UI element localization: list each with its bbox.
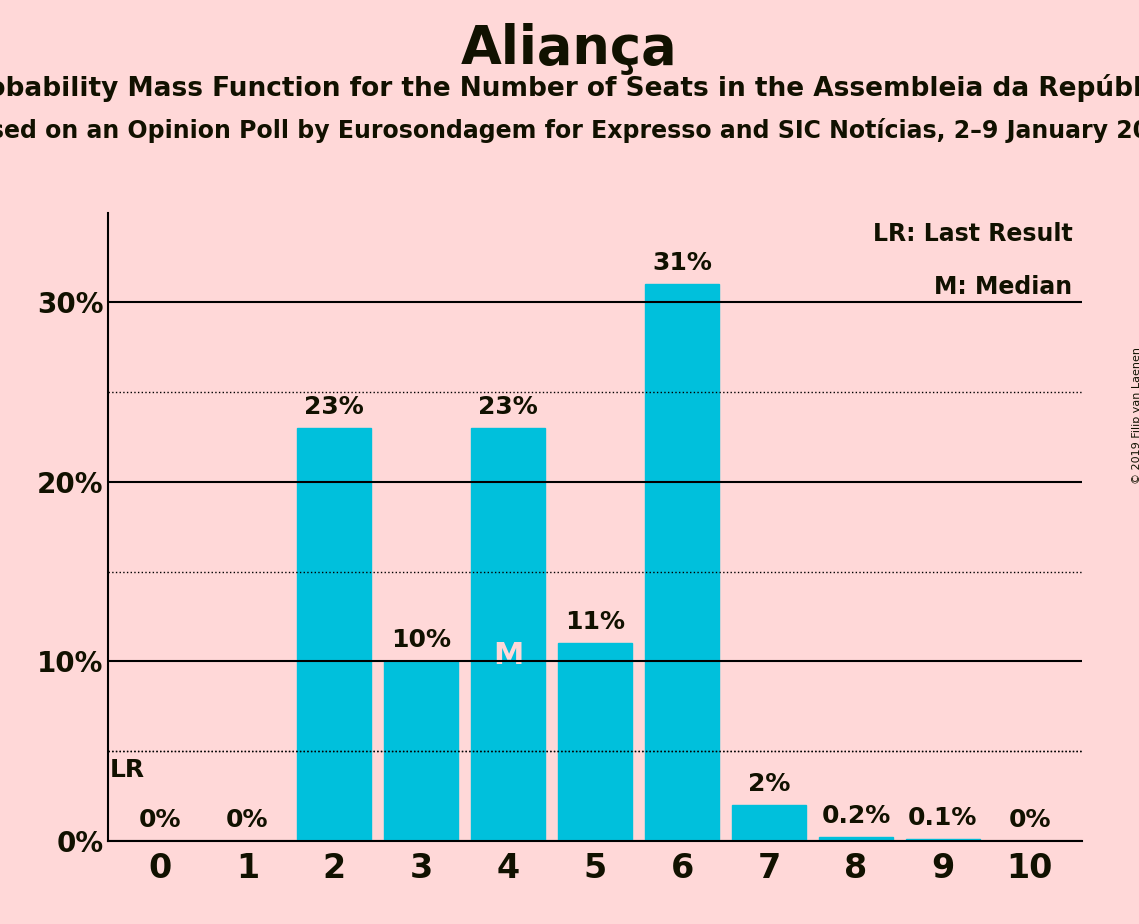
Text: 11%: 11% (565, 611, 625, 635)
Text: Probability Mass Function for the Number of Seats in the Assembleia da República: Probability Mass Function for the Number… (0, 74, 1139, 102)
Text: 31%: 31% (653, 251, 712, 275)
Text: 0%: 0% (226, 808, 269, 832)
Text: 0.1%: 0.1% (908, 806, 977, 830)
Bar (558, 643, 632, 841)
Bar (384, 662, 458, 841)
Text: 23%: 23% (478, 395, 538, 419)
Text: LR: Last Result: LR: Last Result (872, 222, 1072, 246)
Text: 0%: 0% (139, 808, 181, 832)
Text: M: Median: M: Median (934, 275, 1072, 299)
Bar (645, 285, 719, 841)
Text: 0%: 0% (1009, 808, 1051, 832)
Text: 10%: 10% (391, 628, 451, 652)
Bar (472, 428, 546, 841)
Text: 23%: 23% (304, 395, 364, 419)
Text: 0.2%: 0.2% (821, 804, 891, 828)
Text: © 2019 Filip van Laenen: © 2019 Filip van Laenen (1132, 347, 1139, 484)
Bar (906, 839, 980, 841)
Text: Based on an Opinion Poll by Eurosondagem for Expresso and SIC Notícias, 2–9 Janu: Based on an Opinion Poll by Eurosondagem… (0, 118, 1139, 143)
Text: LR: LR (110, 759, 145, 783)
Bar (819, 837, 893, 841)
Text: Aliança: Aliança (461, 23, 678, 75)
Bar (297, 428, 371, 841)
Text: 2%: 2% (748, 772, 790, 796)
Text: M: M (493, 640, 523, 670)
Bar (732, 805, 806, 841)
